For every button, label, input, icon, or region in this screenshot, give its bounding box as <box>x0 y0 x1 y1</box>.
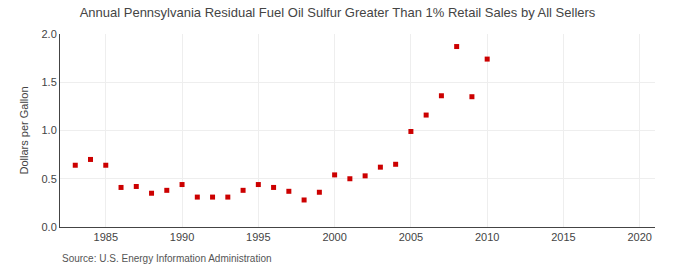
svg-text:1990: 1990 <box>170 231 194 243</box>
svg-text:2.0: 2.0 <box>42 28 57 40</box>
svg-text:1985: 1985 <box>94 231 118 243</box>
svg-text:0.0: 0.0 <box>42 221 57 233</box>
svg-text:2005: 2005 <box>399 231 423 243</box>
svg-text:Annual Pennsylvania Residual F: Annual Pennsylvania Residual Fuel Oil Su… <box>80 5 596 20</box>
svg-text:0.5: 0.5 <box>42 173 57 185</box>
svg-text:1.0: 1.0 <box>42 124 57 136</box>
svg-text:2020: 2020 <box>627 231 651 243</box>
svg-text:2010: 2010 <box>475 231 499 243</box>
svg-text:2015: 2015 <box>551 231 575 243</box>
svg-text:1.5: 1.5 <box>42 76 57 88</box>
svg-text:Source: U.S. Energy Informatio: Source: U.S. Energy Information Administ… <box>62 253 272 264</box>
svg-text:2000: 2000 <box>322 231 346 243</box>
svg-text:1995: 1995 <box>246 231 270 243</box>
svg-text:Dollars per Gallon: Dollars per Gallon <box>18 86 30 174</box>
